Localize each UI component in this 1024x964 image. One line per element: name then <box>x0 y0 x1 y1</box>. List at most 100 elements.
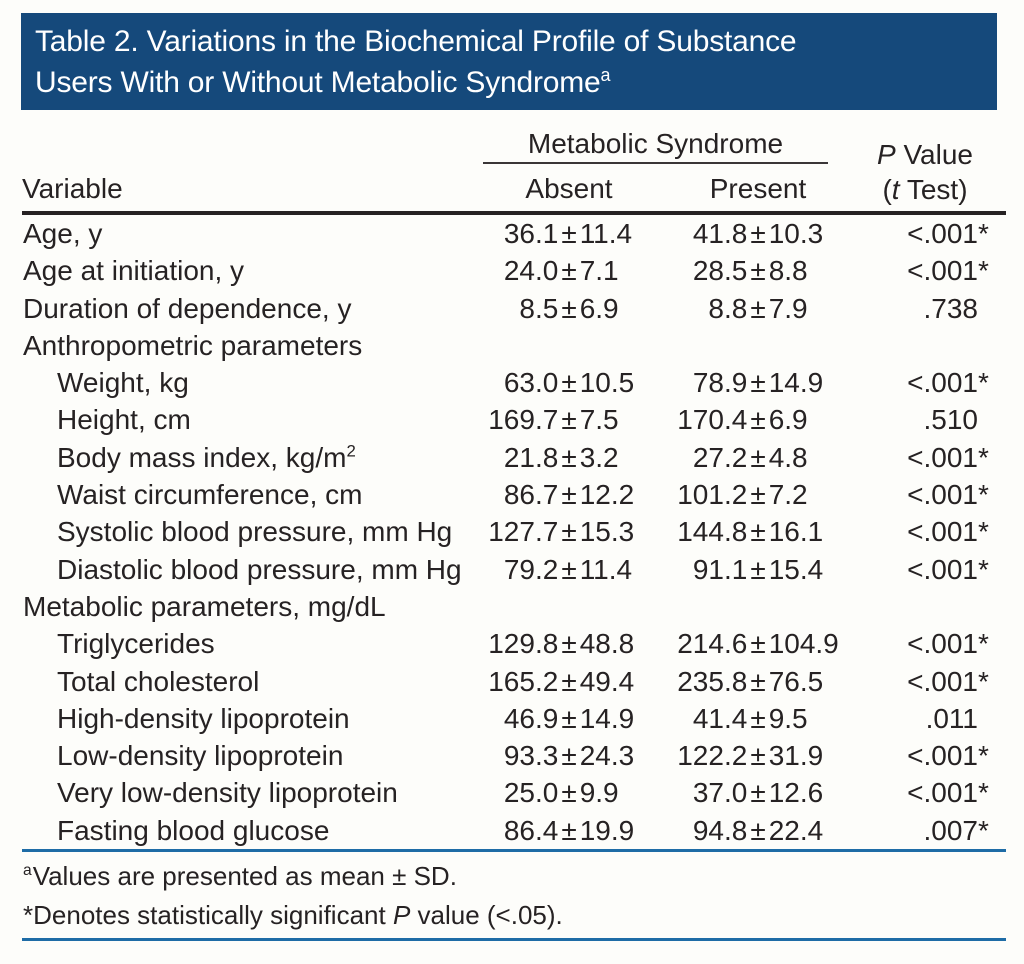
label-superscript: 2 <box>346 441 356 461</box>
plus-minus-sign: ± <box>750 218 766 249</box>
row-label: Low-density lipoprotein <box>57 740 344 772</box>
cell-absent: 86.4 ±19.9 <box>470 812 668 849</box>
plus-minus-sign: ± <box>561 814 577 846</box>
table-header: Metabolic Syndrome Variable Absent Prese… <box>22 126 1006 215</box>
table-row: High-density lipoprotein 46.9 ±14.9 41.4 ±9.… <box>22 700 1006 737</box>
significance-star: * <box>978 665 989 697</box>
significance-star: * <box>978 516 989 548</box>
significance-star: * <box>978 628 989 660</box>
mean-value: 27.2 <box>692 441 748 473</box>
sd-value: 49.4 <box>579 665 635 697</box>
cell-present: 144.8 ±16.1 <box>668 513 860 550</box>
pvalue-header-line1: P Value <box>860 137 990 172</box>
plus-minus-sign: ± <box>750 255 766 287</box>
mean-value: 46.9 <box>503 702 559 734</box>
plus-minus-sign: ± <box>561 516 577 548</box>
table-row: Age at initiation, y 24.0 ±7.1 28.5 ±8.8 <.00… <box>22 252 1006 289</box>
footnote-a: aValues are presented as mean ± SD. <box>23 857 1006 896</box>
pvalue-italic-p: P <box>876 138 896 170</box>
row-label: Fasting blood glucose <box>57 814 330 846</box>
row-label: Waist circumference, cm <box>57 479 363 511</box>
mean-value: 91.1 <box>692 553 748 585</box>
p-value: <.001 <box>907 665 978 697</box>
cell-pvalue <box>860 327 1006 364</box>
significance-star: * <box>978 218 989 249</box>
sd-value: 12.6 <box>768 777 824 809</box>
cell-present: 27.2 ±4.8 <box>668 439 860 476</box>
cell-absent: 165.2 ±49.4 <box>470 663 668 700</box>
mean-value: 86.7 <box>503 479 559 511</box>
table-row: Low-density lipoprotein 93.3 ±24.3 122.2 ±31… <box>22 737 1006 774</box>
plus-minus-sign: ± <box>561 218 577 249</box>
sd-value: 48.8 <box>579 628 635 660</box>
plus-minus-sign: ± <box>561 553 577 585</box>
sd-value: 31.9 <box>768 740 824 772</box>
column-header-present: Present <box>709 173 807 204</box>
mean-value: 78.9 <box>692 367 748 399</box>
row-label: Duration of dependence, y <box>23 292 352 324</box>
mean-value: 214.6 <box>677 628 748 660</box>
plus-minus-sign: ± <box>561 740 577 772</box>
table-row: Systolic blood pressure, mm Hg 127.7 ±15.3… <box>22 513 1006 550</box>
significance-star: * <box>978 441 989 473</box>
table-row: Very low-density lipoprotein 25.0 ±9.9 37.0… <box>22 774 1006 811</box>
row-label: Diastolic blood pressure, mm Hg <box>57 553 462 585</box>
row-label: Body mass index, kg/m2 <box>57 441 356 473</box>
table-row: Metabolic parameters, mg/dL <box>22 588 1006 625</box>
column-header-variable: Variable <box>22 173 123 204</box>
plus-minus-sign: ± <box>750 628 766 660</box>
title-superscript: a <box>600 65 611 85</box>
table-row: Total cholesterol 165.2 ±49.4 235.8 ±76.5 <.0… <box>22 663 1006 700</box>
cell-pvalue: .007 * <box>860 812 1006 849</box>
sd-value: 11.4 <box>579 218 633 249</box>
significance-star: * <box>978 777 989 809</box>
mean-value: 93.3 <box>503 740 559 772</box>
significance-star: * <box>978 740 989 772</box>
table-row: Age, y 36.1 ±11.4 41.8 ±10.3 <.001 * <box>22 215 1006 252</box>
sd-value: 7.2 <box>768 479 808 511</box>
cell-absent: 93.3 ±24.3 <box>470 737 668 774</box>
p-value: <.001 <box>907 218 978 249</box>
significance-star <box>978 700 1000 737</box>
significance-star <box>978 401 1000 438</box>
cell-absent: 46.9 ±14.9 <box>470 700 668 737</box>
pvalue-rest: Value <box>895 138 973 170</box>
sd-value: 24.3 <box>579 740 635 772</box>
cell-present: 41.4 ±9.5 <box>668 700 860 737</box>
p-value: <.001 <box>907 777 978 809</box>
cell-present: 170.4 ±6.9 <box>668 401 860 438</box>
mean-value: 79.2 <box>503 553 559 585</box>
p-value: <.001 <box>907 516 978 548</box>
cell-absent: 63.0 ±10.5 <box>470 364 668 401</box>
sd-value: 12.2 <box>579 479 635 511</box>
pvalue-header-line2: (t Test) <box>860 172 990 207</box>
mean-value: 36.1 <box>503 218 559 249</box>
cell-present: 122.2 ±31.9 <box>668 737 860 774</box>
cell-pvalue: .011 <box>860 700 1006 737</box>
table-bottom-rule <box>22 938 1006 942</box>
p-value: <.001 <box>907 479 978 511</box>
table-row: Waist circumference, cm 86.7 ±12.2 101.2 ±7.… <box>22 476 1006 513</box>
sd-value: 7.9 <box>768 292 808 324</box>
cell-absent: 79.2 ±11.4 <box>470 551 668 588</box>
plus-minus-sign: ± <box>750 777 766 809</box>
mean-value: 122.2 <box>677 740 748 772</box>
footnote-star-post: value (<.05). <box>410 900 563 931</box>
cell-pvalue: <.001 * <box>860 215 1006 252</box>
cell-present: 101.2 ±7.2 <box>668 476 860 513</box>
cell-pvalue: .510 <box>860 401 1006 438</box>
mean-value: 101.2 <box>677 479 748 511</box>
plus-minus-sign: ± <box>750 367 766 399</box>
mean-value: 37.0 <box>692 777 748 809</box>
sd-value: 16.1 <box>768 516 824 548</box>
row-label: Very low-density lipoprotein <box>57 777 398 809</box>
plus-minus-sign: ± <box>561 441 577 473</box>
p-value: .510 <box>923 404 979 436</box>
row-label: Age at initiation, y <box>23 255 245 287</box>
plus-minus-sign: ± <box>561 404 577 436</box>
row-label: High-density lipoprotein <box>57 702 350 734</box>
mean-value: 129.8 <box>488 628 559 660</box>
plus-minus-sign: ± <box>561 255 577 287</box>
table-row: Weight, kg 63.0 ±10.5 78.9 ±14.9 <.001 * <box>22 364 1006 401</box>
table-footnotes: aValues are presented as mean ± SD. *Den… <box>22 852 1006 938</box>
